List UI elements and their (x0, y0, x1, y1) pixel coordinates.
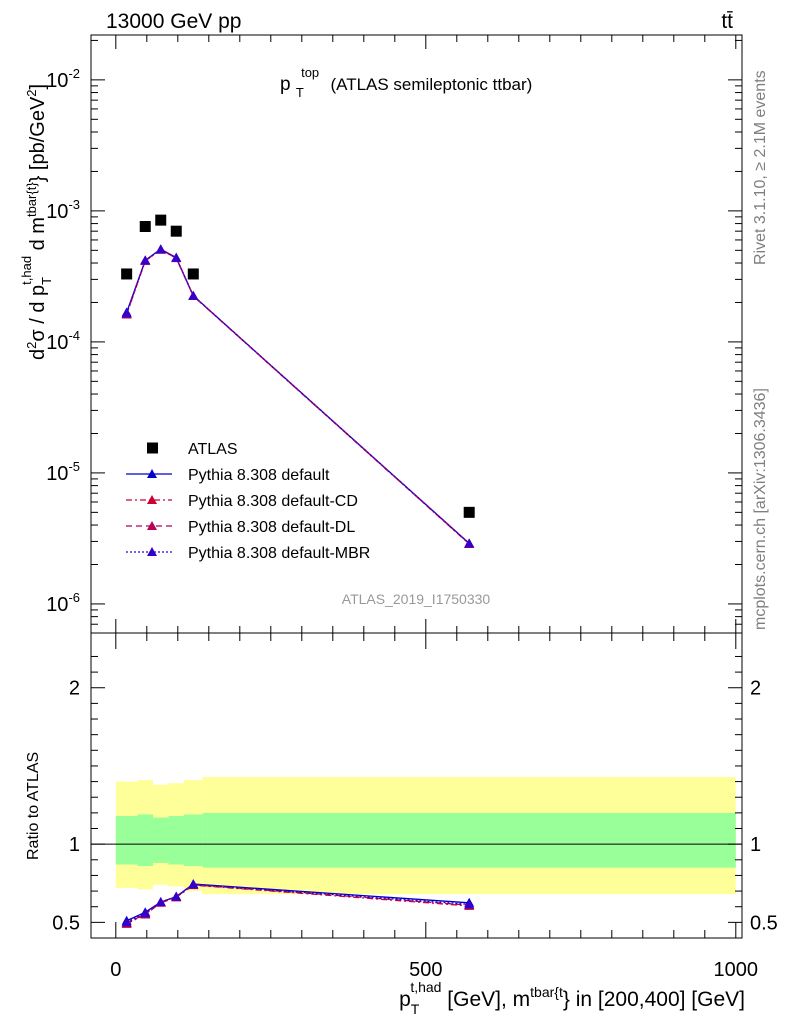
main-frame (90, 34, 743, 634)
main-y-tick-label: 10-2 (46, 66, 80, 92)
mc-series-point (155, 244, 166, 254)
mc-series-point (188, 290, 199, 300)
main-y-tick-label: 10-3 (46, 197, 80, 223)
legend-marker-atlas (147, 442, 158, 454)
uncertainty-band-inner (184, 814, 203, 867)
mcplots-label: mcplots.cern.ch [arXiv:1306.3436] (752, 388, 769, 630)
atlas-data-point (139, 220, 151, 232)
legend-label: Pythia 8.308 default-MBR (188, 545, 370, 562)
atlas-data-point (463, 506, 475, 518)
legend-marker (147, 521, 157, 530)
mc-series-point (140, 255, 151, 265)
uncertainty-band-inner (168, 816, 184, 865)
ratio-series-point (121, 917, 132, 927)
x-tick-label: 1000 (714, 959, 759, 981)
ratio-series-point (171, 891, 182, 901)
uncertainty-band-inner (202, 812, 736, 868)
legend-label: Pythia 8.308 default-CD (188, 493, 358, 510)
ratio-series-point (464, 899, 475, 909)
x-tick-label: 500 (409, 959, 442, 981)
main-y-tick-label: 10-5 (46, 459, 80, 485)
legend-marker (147, 469, 157, 478)
uncertainty-band-inner (137, 814, 153, 867)
legend-marker (147, 495, 157, 504)
ratio-frame (90, 632, 743, 939)
atlas-data-point (155, 214, 167, 226)
atlas-data-point (187, 268, 199, 280)
ratio-series-point (155, 897, 166, 907)
ratio-y-tick-label-right: 2 (750, 678, 761, 700)
main-panel: 10-6 10-5 10-4 10-3 10-2 p T top (ATLAS semi… (19, 34, 743, 634)
ratio-y-tick-label: 0.5 (52, 912, 80, 934)
legend-label: ATLAS (188, 441, 238, 458)
rivet-version-label: Rivet 3.1.10, ≥ 2.1M events (752, 70, 769, 265)
legend: ATLAS Pythia 8.308 default Pythia 8.308 de… (126, 441, 370, 562)
uncertainty-band-inner (153, 817, 169, 863)
main-y-tick-label: 10-4 (46, 328, 80, 354)
legend-marker (147, 547, 157, 556)
mc-series-point (171, 252, 182, 262)
ratio-panel: 0.5 0.5 1 1 2 2 0 500 1000 Ratio to ATLAS pTt,ha… (25, 632, 778, 1017)
chart-title-sub: T (296, 85, 304, 100)
main-y-tick-label: 10-6 (46, 590, 80, 616)
x-axis-label: pTt,had [GeV], mtbar{t} in [200,400] [Ge… (399, 979, 745, 1017)
mc-series-point (121, 308, 132, 318)
ratio-series-point (140, 908, 151, 918)
uncertainty-band-inner (115, 816, 138, 865)
atlas-data-point (170, 225, 182, 237)
mc-series-point (464, 538, 475, 548)
ratio-y-tick-label: 1 (69, 834, 80, 856)
ratio-series-point (188, 879, 199, 889)
legend-label: Pythia 8.308 default-DL (188, 519, 355, 536)
chart-title-main: p (280, 74, 291, 95)
header-collision-label: 13000 GeV pp (106, 10, 241, 33)
ratio-series-line (126, 884, 470, 924)
legend-label: Pythia 8.308 default (188, 467, 330, 484)
atlas-data-point (121, 268, 133, 280)
mc-series-line (126, 248, 470, 545)
chart-title-sup: top (301, 65, 319, 80)
ratio-y-axis-label: Ratio to ATLAS (25, 752, 42, 860)
main-y-axis-label: d2σ / d pTt,had d mtbar{t}} [pb/GeV2] (19, 84, 54, 360)
header-process-label: tt̄ (721, 10, 733, 33)
ratio-y-tick-label-right: 1 (750, 834, 761, 856)
ratio-y-tick-label-right: 0.5 (750, 912, 778, 934)
x-tick-label: 0 (110, 959, 121, 981)
chart-title: p T top (ATLAS semileptonic ttbar) (280, 61, 532, 102)
ratio-y-tick-label: 2 (69, 678, 80, 700)
chart-title-rest: (ATLAS semileptonic ttbar) (330, 75, 532, 94)
analysis-watermark: ATLAS_2019_I1750330 (342, 591, 491, 607)
